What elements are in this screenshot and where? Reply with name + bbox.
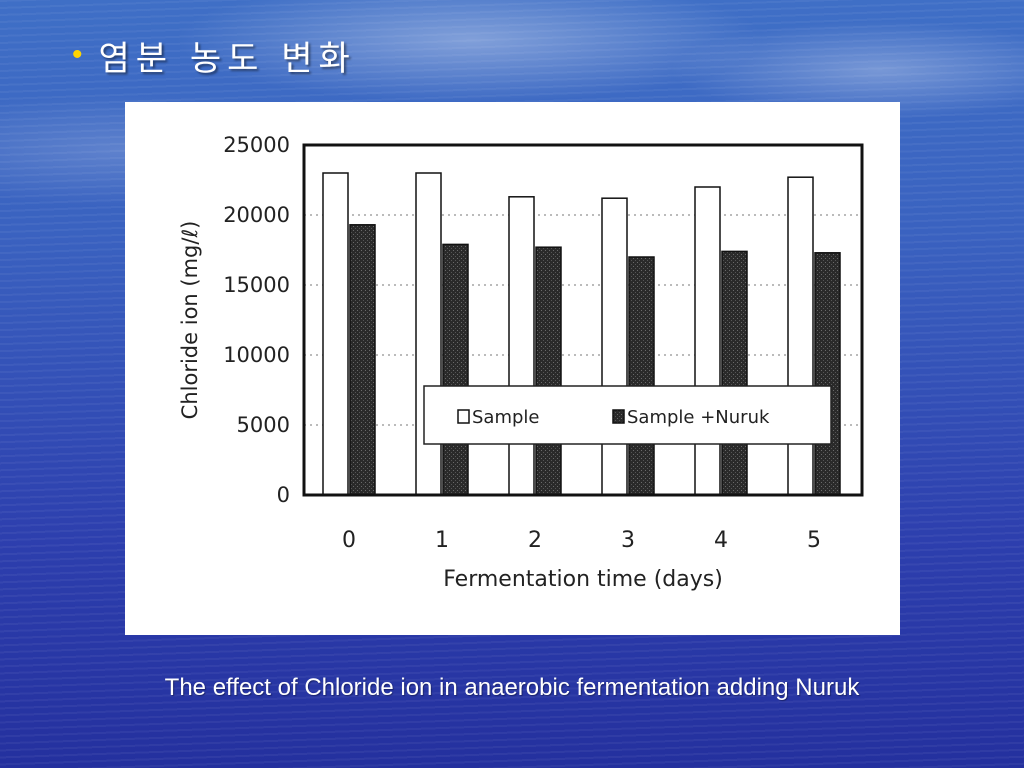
y-tick-label: 10000: [223, 343, 290, 367]
legend-label-sample: Sample: [472, 407, 540, 428]
bar-sample-nuruk: [535, 246, 562, 496]
bar-sample-nuruk: [628, 256, 655, 496]
x-tick-label: 4: [714, 528, 728, 553]
x-tick-labels: 0 1 2 3 4 5: [342, 528, 821, 553]
y-tick-label: 20000: [223, 203, 290, 227]
x-tick-label: 0: [342, 528, 356, 553]
bar-sample: [508, 196, 535, 496]
bar-sample-nuruk: [814, 252, 841, 496]
title-row: • 염분 농도 변화: [72, 30, 356, 80]
y-tick-label: 0: [277, 483, 290, 507]
bar-sample-nuruk: [349, 224, 376, 496]
bullet-icon: •: [72, 38, 83, 71]
x-tick-label: 3: [621, 528, 635, 553]
legend-swatch-sample: [457, 409, 470, 424]
slide-title: 염분 농도 변화: [98, 38, 356, 79]
legend-label-sample-nuruk: Sample +Nuruk: [627, 407, 770, 428]
y-tick-labels: 25000 20000 15000 10000 5000 0: [223, 133, 290, 507]
bar-sample-nuruk: [442, 243, 469, 496]
bar-sample: [415, 172, 442, 496]
y-tick-label: 15000: [223, 273, 290, 297]
chart: 25000 20000 15000 10000 5000 0 0 1 2 3 4 5 Chlorid…: [178, 133, 864, 592]
y-axis-label: Chloride ion (mg/ℓ): [178, 221, 202, 420]
x-tick-label: 2: [528, 528, 542, 553]
x-tick-label: 1: [435, 528, 449, 553]
bars: [322, 172, 841, 496]
x-tick-label: 5: [807, 528, 821, 553]
chart-caption: The effect of Chloride ion in anaerobic …: [164, 674, 860, 701]
y-tick-label: 5000: [237, 413, 290, 437]
bar-sample: [322, 172, 349, 496]
legend-box: [423, 385, 832, 445]
chart-panel: 25000 20000 15000 10000 5000 0 0 1 2 3 4 5 Chlorid…: [125, 102, 900, 635]
bar-sample: [694, 186, 721, 496]
plot-frame: [302, 143, 864, 497]
y-tick-label: 25000: [223, 133, 290, 157]
legend: Sample Sample +Nuruk: [423, 385, 832, 445]
bar-sample: [787, 176, 814, 496]
bar-sample: [601, 197, 628, 496]
bar-sample-nuruk: [721, 250, 748, 496]
legend-swatch-sample-nuruk: [612, 409, 625, 424]
x-axis-label: Fermentation time (days): [443, 567, 723, 592]
